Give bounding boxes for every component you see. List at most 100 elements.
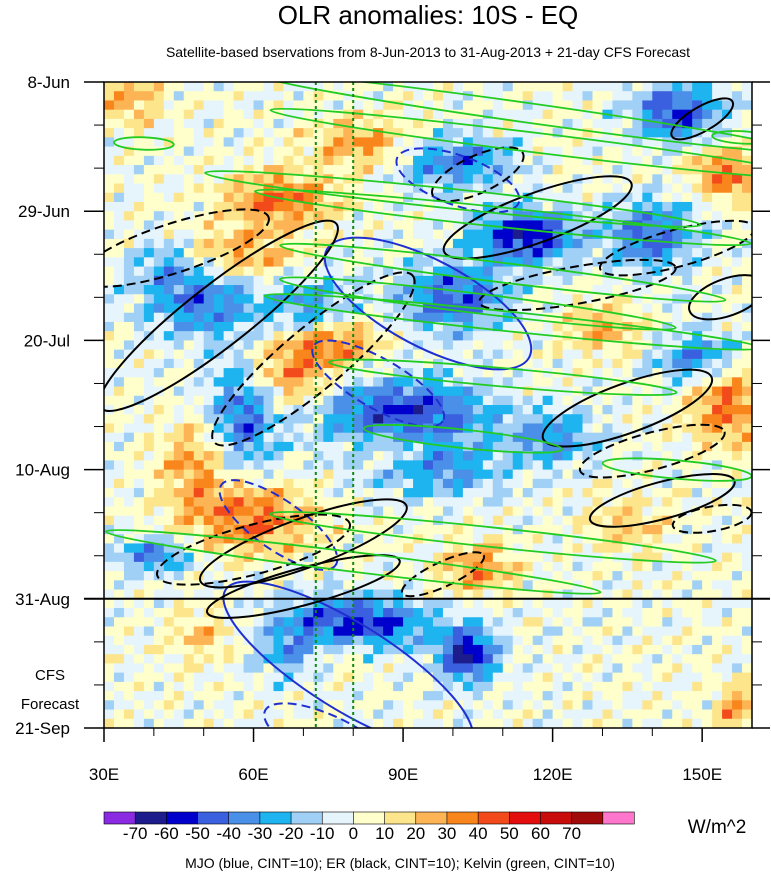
field-cell: [283, 608, 295, 618]
field-cell: [682, 386, 693, 397]
field-cell: [333, 423, 344, 434]
field-cell: [323, 192, 334, 203]
field-cell: [452, 515, 464, 526]
field-cell: [632, 432, 643, 443]
field-cell: [313, 589, 324, 600]
field-cell: [432, 100, 444, 111]
field-cell: [143, 266, 155, 277]
field-cell: [662, 441, 673, 452]
field-cell: [333, 405, 344, 415]
field-cell: [552, 220, 564, 231]
field-cell: [492, 340, 504, 351]
field-cell: [532, 377, 544, 388]
field-cell: [273, 331, 285, 341]
field-cell: [233, 543, 245, 554]
field-cell: [512, 183, 524, 194]
field-cell: [602, 654, 614, 664]
field-cell: [263, 395, 275, 406]
field-cell: [492, 321, 504, 332]
field-cell: [363, 211, 374, 222]
field-cell: [163, 331, 175, 341]
field-cell: [353, 312, 364, 323]
field-cell: [652, 700, 663, 711]
field-cell: [104, 82, 115, 92]
field-cell: [432, 294, 444, 305]
field-cell: [283, 552, 295, 563]
field-cell: [432, 524, 444, 535]
field-cell: [133, 128, 145, 138]
field-cell: [612, 294, 623, 305]
field-cell: [353, 506, 364, 517]
field-cell: [722, 220, 733, 231]
field-cell: [632, 552, 643, 563]
field-cell: [423, 118, 434, 129]
field-cell: [662, 414, 673, 425]
field-cell: [353, 672, 364, 683]
field-cell: [293, 598, 304, 609]
field-cell: [742, 561, 752, 572]
field-cell: [233, 598, 245, 609]
field-cell: [213, 109, 225, 120]
field-cell: [592, 589, 604, 600]
field-cell: [193, 155, 205, 166]
field-cell: [532, 626, 544, 637]
field-cell: [193, 248, 205, 258]
field-cell: [303, 691, 314, 701]
field-cell: [662, 469, 673, 480]
field-cell: [672, 321, 683, 332]
field-cell: [313, 118, 324, 129]
field-cell: [243, 349, 255, 360]
field-cell: [313, 691, 324, 701]
field-cell: [253, 543, 265, 554]
field-cell: [253, 109, 265, 120]
field-cell: [642, 91, 653, 102]
field-cell: [452, 331, 464, 341]
field-cell: [562, 100, 574, 111]
field-cell: [742, 275, 752, 286]
field-cell: [353, 469, 364, 480]
field-cell: [303, 229, 314, 240]
field-cell: [323, 432, 334, 443]
field-cell: [253, 321, 265, 332]
field-cell: [442, 312, 454, 323]
field-cell: [273, 663, 285, 674]
field-cell: [333, 257, 344, 268]
field-cell: [522, 672, 534, 683]
field-cell: [203, 654, 215, 664]
field-cell: [243, 294, 255, 305]
field-cell: [243, 414, 255, 425]
field-cell: [104, 229, 115, 240]
field-cell: [423, 248, 434, 258]
field-cell: [104, 451, 115, 461]
field-cell: [602, 368, 614, 378]
field-cell: [373, 303, 384, 314]
field-cell: [343, 589, 354, 600]
field-cell: [642, 368, 653, 378]
field-cell: [423, 137, 434, 148]
field-cell: [423, 524, 434, 535]
field-cell: [233, 82, 245, 92]
field-cell: [153, 229, 165, 240]
field-cell: [343, 368, 354, 378]
field-cell: [642, 598, 653, 609]
field-cell: [482, 635, 494, 646]
field-cell: [662, 275, 673, 286]
field-cell: [383, 146, 394, 157]
field-cell: [163, 718, 175, 728]
field-cell: [522, 100, 534, 111]
field-cell: [622, 248, 633, 258]
field-cell: [742, 192, 752, 203]
field-cell: [373, 349, 384, 360]
field-cell: [702, 174, 713, 185]
field-cell: [373, 589, 384, 600]
field-cell: [482, 266, 494, 277]
field-cell: [482, 192, 494, 203]
field-cell: [522, 82, 534, 92]
field-cell: [482, 488, 494, 498]
field-cell: [522, 285, 534, 295]
field-cell: [243, 681, 255, 692]
field-cell: [243, 672, 255, 683]
field-cell: [113, 146, 125, 157]
field-cell: [104, 358, 115, 369]
field-cell: [343, 626, 354, 637]
